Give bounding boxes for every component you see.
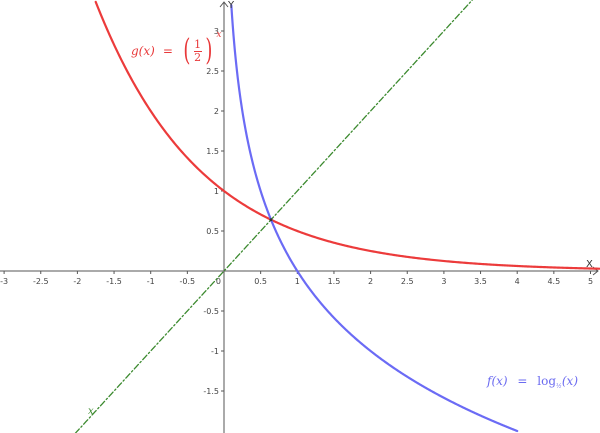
f-log-base: ½ xyxy=(556,383,562,390)
x-tick-label: 0.5 xyxy=(254,277,267,286)
y-tick-label: 3 xyxy=(214,27,219,36)
x-tick-label: 5 xyxy=(588,277,593,286)
x-tick-label: 2 xyxy=(368,277,373,286)
f-logarithm-curve[interactable] xyxy=(230,4,519,433)
identity-line[interactable] xyxy=(74,0,474,433)
y-tick-label: -1.5 xyxy=(203,387,219,396)
f-equals: = xyxy=(517,374,528,388)
y-tick-label: 1.5 xyxy=(206,147,219,156)
f-argument: (x) xyxy=(561,374,579,388)
x-tick-label: -2 xyxy=(73,277,81,286)
x-tick-label: -2.5 xyxy=(33,277,49,286)
x-tick-label: -1 xyxy=(147,277,155,286)
y-tick-label: 2.5 xyxy=(206,67,219,76)
intersection-point[interactable] xyxy=(269,218,273,222)
g-denominator: 2 xyxy=(194,50,202,64)
x-tick-label: -3 xyxy=(0,277,8,286)
y-axis-label: Y xyxy=(228,0,235,11)
g-right-paren: ) xyxy=(204,33,212,68)
g-function-name: g(x) xyxy=(131,44,155,58)
curves xyxy=(74,0,600,433)
y-ticks: 3 2.5 2 1.5 1 0.5 -0.5 -1 -1.5 xyxy=(203,27,224,396)
y-tick-label: 2 xyxy=(214,107,219,116)
y-axis-arrow-icon xyxy=(219,1,229,8)
x-tick-label: -1.5 xyxy=(106,277,122,286)
x-tick-label: -0.5 xyxy=(180,277,196,286)
x-tick-label: 4 xyxy=(515,277,520,286)
x-tick-label: 1 xyxy=(295,277,300,286)
y-tick-label: -0.5 xyxy=(203,307,219,316)
f-function-name: f(x) xyxy=(487,374,508,388)
x-tick-label: 3 xyxy=(441,277,446,286)
y-tick-label: 1 xyxy=(214,187,219,196)
x-ticks: -3 -2.5 -2 -1.5 -1 -0.5 0 0.5 1 1.5 2 2.5 3 3.5 4 4.5 5 xyxy=(0,271,593,286)
x-tick-label: 1.5 xyxy=(328,277,341,286)
g-left-paren: ( xyxy=(183,33,191,68)
y-tick-label: 0.5 xyxy=(206,227,219,236)
f-function-label: f(x) = log½(x) xyxy=(487,374,579,390)
f-log: log xyxy=(537,374,557,388)
g-fraction: 1 2 xyxy=(193,37,202,64)
y-tick-label: -1 xyxy=(211,347,219,356)
g-exponential-curve[interactable] xyxy=(94,0,600,270)
identity-line-label: x xyxy=(88,406,94,417)
g-function-label: g(x) = ( 1 2 ) x xyxy=(131,30,221,68)
x-tick-label: 0 xyxy=(216,277,221,286)
x-tick-label: 3.5 xyxy=(474,277,487,286)
fraction-bar xyxy=(193,50,202,52)
g-equals: = xyxy=(162,44,173,58)
x-tick-label: 4.5 xyxy=(547,277,560,286)
g-exponent: x xyxy=(216,30,222,40)
g-numerator: 1 xyxy=(194,37,202,51)
x-axis-label: X xyxy=(586,259,593,270)
x-tick-label: 2.5 xyxy=(401,277,414,286)
